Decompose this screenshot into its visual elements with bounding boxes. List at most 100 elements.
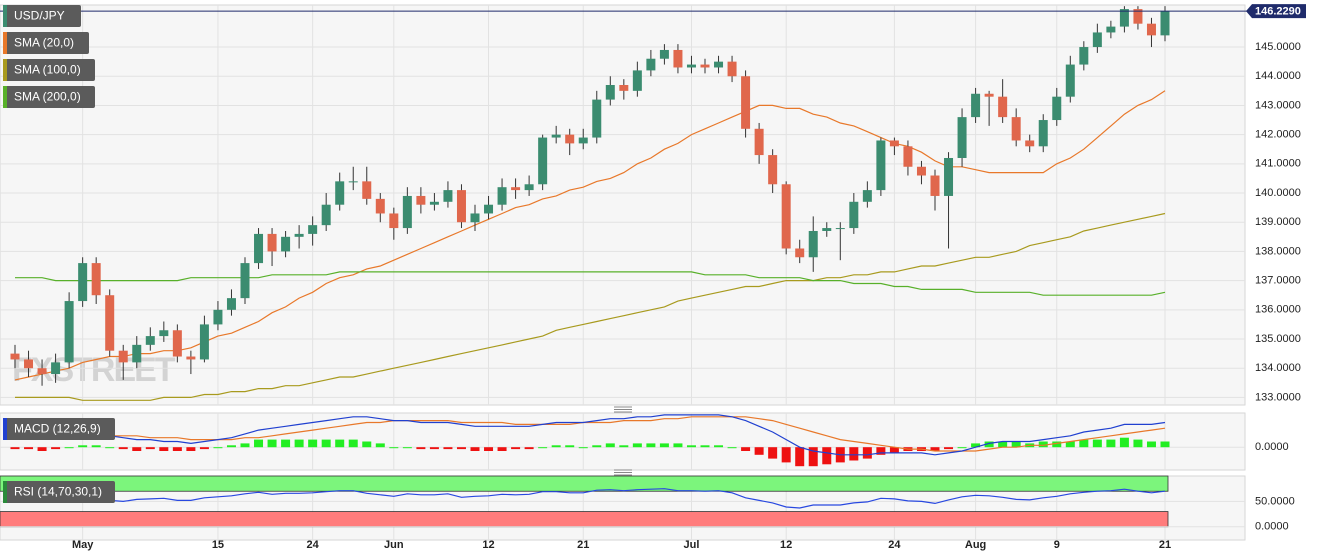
candle-body[interactable] <box>1065 64 1075 97</box>
candle-body[interactable] <box>795 248 805 258</box>
candle-body[interactable] <box>673 49 683 68</box>
candle-body[interactable] <box>294 233 304 237</box>
legend-swatch <box>3 59 7 81</box>
candle-body[interactable] <box>105 295 115 351</box>
candle-body[interactable] <box>998 96 1008 118</box>
candle-body[interactable] <box>335 181 345 205</box>
candle-body[interactable] <box>781 184 791 249</box>
candle-body[interactable] <box>754 128 764 156</box>
candle-body[interactable] <box>565 134 575 144</box>
candle-body[interactable] <box>51 362 61 375</box>
candle-body[interactable] <box>429 201 439 205</box>
candle-body[interactable] <box>849 201 859 229</box>
candle-body[interactable] <box>889 140 899 147</box>
candle-body[interactable] <box>484 204 494 214</box>
candle-body[interactable] <box>862 190 872 202</box>
candle-body[interactable] <box>957 117 967 158</box>
legend-box[interactable] <box>3 86 95 108</box>
histogram-bar <box>132 447 142 451</box>
legend-box[interactable] <box>3 59 95 81</box>
candle-body[interactable] <box>497 187 507 205</box>
candle-body[interactable] <box>267 233 277 252</box>
candle-body[interactable] <box>619 85 629 91</box>
legend-box[interactable] <box>3 32 89 54</box>
candle-body[interactable] <box>524 184 534 191</box>
histogram-bar <box>429 447 439 450</box>
candle-body[interactable] <box>145 336 155 345</box>
candle-body[interactable] <box>362 181 372 199</box>
candle-body[interactable] <box>456 190 466 223</box>
candle-body[interactable] <box>876 140 886 191</box>
candle-body[interactable] <box>727 61 737 77</box>
candle-body[interactable] <box>118 350 128 363</box>
candle-body[interactable] <box>984 93 994 97</box>
candle-body[interactable] <box>578 137 588 144</box>
candle-body[interactable] <box>172 330 182 357</box>
candle-body[interactable] <box>714 61 724 68</box>
candle-body[interactable] <box>402 195 412 229</box>
panel-handle[interactable] <box>614 406 632 413</box>
candle-body[interactable] <box>903 146 913 167</box>
candle-body[interactable] <box>835 228 845 230</box>
candle-body[interactable] <box>91 263 101 296</box>
candle-body[interactable] <box>1119 9 1129 27</box>
candle-body[interactable] <box>944 157 954 196</box>
candle-body[interactable] <box>686 64 696 68</box>
candle-body[interactable] <box>443 190 453 202</box>
candle-body[interactable] <box>416 195 426 205</box>
candle-body[interactable] <box>132 344 142 363</box>
candle-body[interactable] <box>808 230 818 258</box>
candle-body[interactable] <box>768 155 778 185</box>
candle-body[interactable] <box>64 301 74 363</box>
candle-body[interactable] <box>741 76 751 129</box>
candle-body[interactable] <box>930 175 940 196</box>
candle-body[interactable] <box>308 225 318 234</box>
candle-body[interactable] <box>659 49 669 59</box>
candle-body[interactable] <box>78 263 88 302</box>
candle-body[interactable] <box>700 64 710 68</box>
candle-body[interactable] <box>1025 140 1035 147</box>
histogram-bar <box>443 447 453 450</box>
candle-body[interactable] <box>916 166 926 176</box>
candle-body[interactable] <box>592 99 602 138</box>
candle-body[interactable] <box>646 58 656 71</box>
candle-body[interactable] <box>1011 117 1021 141</box>
candle-body[interactable] <box>199 324 209 360</box>
candle-body[interactable] <box>281 236 291 252</box>
candle-body[interactable] <box>321 204 331 226</box>
candle-body[interactable] <box>470 213 480 223</box>
candle-body[interactable] <box>1106 26 1116 33</box>
candle-body[interactable] <box>240 263 250 299</box>
candle-body[interactable] <box>24 359 34 369</box>
candle-body[interactable] <box>375 198 385 214</box>
candle-body[interactable] <box>551 134 561 138</box>
candle-body[interactable] <box>159 330 169 337</box>
candle-body[interactable] <box>348 181 358 183</box>
candle-body[interactable] <box>605 85 615 100</box>
legend-box[interactable] <box>3 418 115 440</box>
candle-body[interactable] <box>10 353 20 360</box>
candle-body[interactable] <box>1146 23 1156 36</box>
candle-body[interactable] <box>1079 47 1089 65</box>
candle-body[interactable] <box>186 356 196 360</box>
legend-box[interactable] <box>3 481 115 503</box>
candle-body[interactable] <box>1052 96 1062 121</box>
candle-body[interactable] <box>1038 120 1048 147</box>
candle-body[interactable] <box>822 228 832 231</box>
candle-body[interactable] <box>971 93 981 118</box>
legend-box[interactable] <box>3 5 81 27</box>
legend-label: SMA (20,0) <box>14 36 74 50</box>
candle-body[interactable] <box>37 368 47 375</box>
panel-handle[interactable] <box>614 469 632 476</box>
candle-body[interactable] <box>538 137 548 185</box>
candle-body[interactable] <box>1092 32 1102 48</box>
candle-body[interactable] <box>389 213 399 229</box>
candle-body[interactable] <box>226 298 236 310</box>
histogram-bar <box>957 447 967 449</box>
candle-body[interactable] <box>1160 11 1170 36</box>
candle-body[interactable] <box>254 233 264 264</box>
candle-body[interactable] <box>1133 9 1143 24</box>
candle-body[interactable] <box>511 187 521 191</box>
candle-body[interactable] <box>632 70 642 91</box>
candle-body[interactable] <box>213 309 223 325</box>
